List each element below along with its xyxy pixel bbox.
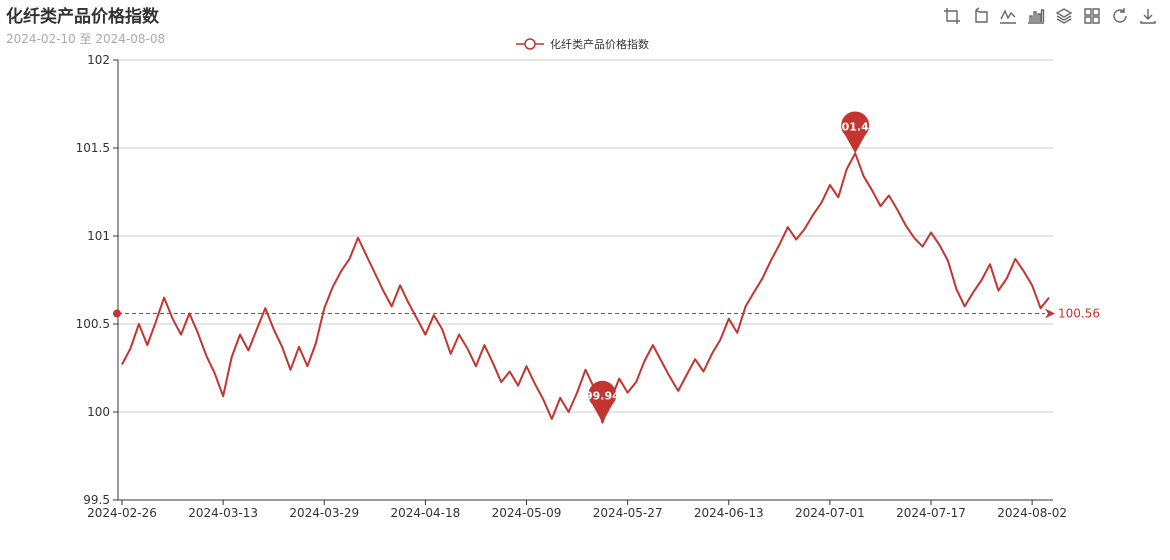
x-tick-label: 2024-03-13 — [188, 506, 258, 520]
markpoint-label-max: 101.47 — [834, 120, 876, 133]
bar-chart-icon[interactable] — [1026, 6, 1046, 26]
crop-icon[interactable] — [942, 6, 962, 26]
y-tick-label: 101 — [87, 229, 110, 243]
y-tick-label: 100.5 — [76, 317, 110, 331]
x-tick-label: 2024-05-09 — [492, 506, 562, 520]
markline-arrow — [1045, 308, 1055, 319]
grid-icon[interactable] — [1082, 6, 1102, 26]
x-tick-label: 2024-04-18 — [391, 506, 461, 520]
download-icon[interactable] — [1138, 6, 1158, 26]
x-tick-label: 2024-02-26 — [87, 506, 157, 520]
x-tick-label: 2024-07-17 — [896, 506, 966, 520]
x-tick-label: 2024-08-02 — [997, 506, 1067, 520]
line-chart-icon[interactable] — [998, 6, 1018, 26]
chart-title: 化纤类产品价格指数 — [6, 7, 159, 27]
markpoint-label-min: 99.94 — [585, 390, 620, 403]
x-tick-label: 2024-06-13 — [694, 506, 764, 520]
markpoint-pin-min — [588, 380, 617, 423]
stack-icon[interactable] — [1054, 6, 1074, 26]
markpoint-pin-max — [841, 111, 870, 154]
x-tick-label: 2024-05-27 — [593, 506, 663, 520]
y-tick-label: 102 — [87, 53, 110, 67]
markline-start-dot — [113, 309, 121, 318]
legend-line-icon — [516, 38, 544, 50]
series-line — [121, 152, 1050, 424]
legend-label: 化纤类产品价格指数 — [550, 38, 649, 51]
markline-label: 100.56 — [1058, 306, 1100, 320]
toolbox — [942, 6, 1158, 26]
x-tick-label: 2024-07-01 — [795, 506, 865, 520]
legend-item[interactable]: 化纤类产品价格指数 — [516, 36, 649, 52]
x-tick-label: 2024-03-29 — [289, 506, 359, 520]
y-tick-label: 99.5 — [83, 493, 110, 507]
y-tick-label: 101.5 — [76, 141, 110, 155]
undo-icon[interactable] — [970, 6, 990, 26]
chart-subtitle: 2024-02-10 至 2024-08-08 — [6, 32, 166, 46]
y-tick-label: 100 — [87, 405, 110, 419]
refresh-icon[interactable] — [1110, 6, 1130, 26]
